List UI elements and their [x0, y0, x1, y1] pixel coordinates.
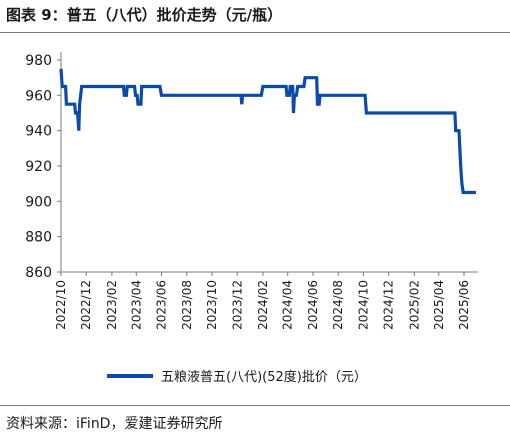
x-tick-label: 2024/10 — [356, 280, 370, 330]
legend-swatch — [107, 374, 153, 378]
y-tick-label: 860 — [25, 265, 52, 281]
x-tick-label: 2025/06 — [457, 280, 471, 330]
x-tick-label: 2024/08 — [331, 280, 345, 330]
x-tick-label: 2024/02 — [256, 280, 270, 330]
y-axis: 860 880 900 920 940 960 980 — [25, 52, 62, 281]
chart-title: 图表 9：普五（八代）批价走势（元/瓶） — [6, 6, 283, 24]
x-tick-label: 2023/04 — [129, 280, 143, 330]
legend-label: 五粮液普五(八代)(52度)批价（元） — [161, 370, 367, 385]
series-layer — [59, 68, 476, 195]
x-tick-label: 2023/12 — [230, 280, 244, 330]
x-tick-label: 2022/10 — [54, 280, 68, 330]
x-tick-label: 2023/02 — [105, 280, 119, 330]
x-tick-label: 2024/12 — [382, 280, 396, 330]
x-tick-label: 2023/08 — [180, 280, 194, 330]
footer-divider — [0, 405, 510, 406]
x-tick-label: 2024/04 — [281, 280, 295, 330]
source-note: 资料来源：iFinD，爱建证券研究所 — [6, 416, 223, 432]
y-tick-label: 880 — [25, 230, 52, 246]
legend: 五粮液普五(八代)(52度)批价（元） — [0, 362, 510, 388]
y-tick-label: 900 — [25, 194, 52, 210]
x-tick-label: 2025/04 — [432, 280, 446, 330]
price-trend-chart: 860 880 900 920 940 960 980 2022/10 2022/12 2023… — [0, 34, 510, 396]
y-tick-label: 960 — [25, 88, 52, 104]
y-tick-label: 980 — [25, 53, 52, 69]
x-tick-label: 2023/10 — [205, 280, 219, 330]
x-axis: 2022/10 2022/12 2023/02 2023/04 2023/06 2023/… — [54, 271, 478, 330]
x-tick-label: 2025/02 — [407, 280, 421, 330]
x-tick-label: 2022/12 — [79, 280, 93, 330]
x-tick-label: 2023/06 — [155, 280, 169, 330]
y-tick-label: 920 — [25, 159, 52, 175]
series-line — [59, 68, 476, 195]
title-divider — [0, 32, 510, 33]
y-tick-label: 940 — [25, 124, 52, 140]
x-tick-label: 2024/06 — [306, 280, 320, 330]
chart-svg: 860 880 900 920 940 960 980 2022/10 2022/12 2023… — [25, 52, 478, 330]
